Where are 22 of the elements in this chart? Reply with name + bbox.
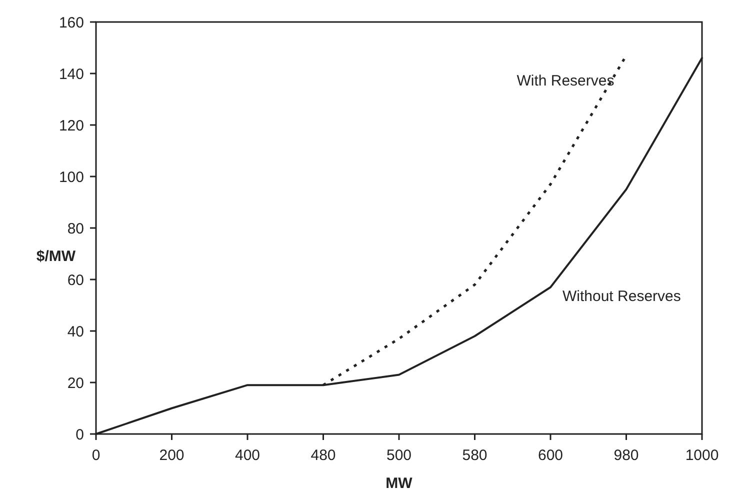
- y-axis-title: $/MW: [36, 248, 76, 265]
- x-tick-label: 0: [92, 447, 100, 464]
- x-tick-label: 200: [159, 447, 184, 464]
- y-tick-label: 100: [58, 168, 84, 186]
- series-label: Without Reserves: [562, 288, 681, 306]
- y-tick-label: 120: [58, 117, 84, 134]
- y-tick-label: 80: [67, 220, 84, 238]
- x-axis-title: MW: [386, 475, 414, 492]
- x-tick-label: 600: [538, 447, 564, 464]
- y-tick-label: 160: [58, 14, 84, 32]
- y-tick-label: 140: [58, 66, 84, 83]
- x-tick-label: 1000: [685, 447, 719, 464]
- series-label: With Reserves: [516, 72, 614, 90]
- y-tick-label: 40: [67, 323, 84, 340]
- y-tick-label: 20: [67, 374, 84, 392]
- x-tick-label: 580: [462, 447, 488, 464]
- x-tick-label: 400: [234, 447, 260, 464]
- x-tick-label: 980: [614, 447, 639, 464]
- x-tick-label: 500: [386, 447, 412, 464]
- x-tick-label: 480: [310, 447, 336, 464]
- y-tick-label: 60: [67, 272, 84, 289]
- y-tick-label: 0: [76, 426, 84, 444]
